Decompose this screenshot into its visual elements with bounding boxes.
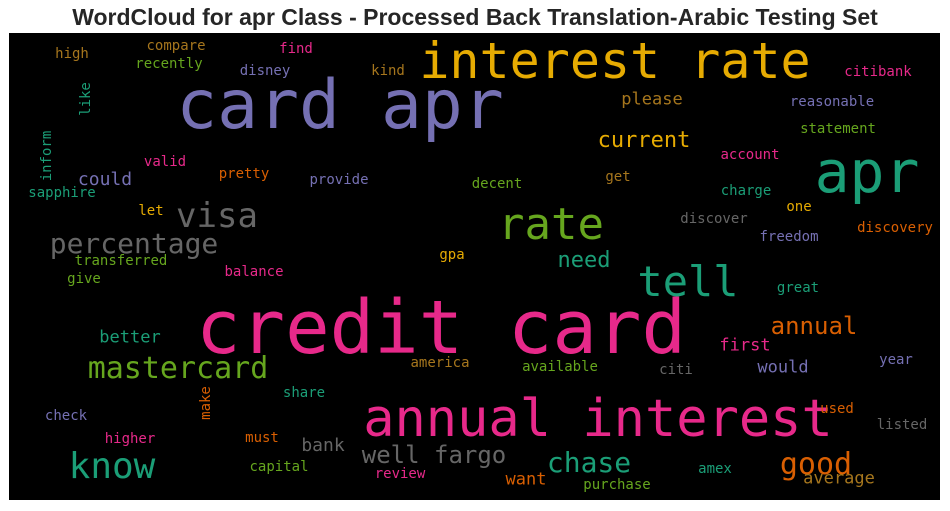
word-must: must <box>245 430 279 446</box>
word-amex: amex <box>698 461 732 477</box>
word-know: know <box>68 446 156 487</box>
word-good: good <box>779 447 853 482</box>
word-capital: capital <box>249 459 309 475</box>
word-current: current <box>597 128 691 153</box>
word-could: could <box>77 169 133 190</box>
word-well-fargo: well fargo <box>361 441 507 469</box>
word-find: find <box>279 41 313 57</box>
word-used: used <box>820 401 854 417</box>
word-purchase: purchase <box>583 477 651 493</box>
word-need: need <box>557 248 611 273</box>
word-available: available <box>522 359 598 375</box>
word-please: please <box>621 89 683 110</box>
word-discovery: discovery <box>857 220 933 236</box>
word-kind: kind <box>371 63 405 79</box>
word-share: share <box>282 385 326 401</box>
word-rate: rate <box>498 199 604 250</box>
word-disney: disney <box>239 63 291 79</box>
word-review: review <box>374 466 426 482</box>
word-account: account <box>720 147 780 163</box>
word-average: average <box>803 468 875 489</box>
word-want: want <box>505 469 547 490</box>
word-great: great <box>776 280 820 296</box>
word-cloud-canvas: credit card card apr annual interest intere… <box>9 33 940 500</box>
word-annual-interest: annual interest <box>363 389 833 449</box>
word-better: better <box>99 327 161 348</box>
word-reasonable: reasonable <box>789 94 875 110</box>
word-compare: compare <box>146 38 206 54</box>
word-card-apr: card apr <box>176 66 504 145</box>
chart-title: WordCloud for apr Class - Processed Back… <box>72 4 878 30</box>
word-recently: recently <box>135 56 203 72</box>
word-interest-rate: interest rate <box>419 33 811 90</box>
word-pretty: pretty <box>218 166 270 182</box>
word-valid: valid <box>143 154 187 170</box>
word-get: get <box>605 169 631 185</box>
word-first: first <box>719 335 771 356</box>
word-sapphire: sapphire <box>28 185 96 201</box>
word-discover: discover <box>680 211 748 227</box>
word-credit-card: credit card <box>195 285 687 371</box>
word-visa: visa <box>176 196 258 236</box>
word-percentage: percentage <box>49 227 219 260</box>
word-freedom: freedom <box>759 229 819 245</box>
word-mastercard: mastercard <box>87 351 269 386</box>
word-let: let <box>138 203 164 219</box>
word-one: one <box>786 199 812 215</box>
word-chase: chase <box>546 446 632 479</box>
word-would: would <box>757 357 809 378</box>
word-citi: citi <box>659 362 693 378</box>
word-tell: tell <box>637 257 739 306</box>
word-annual: annual <box>770 312 858 340</box>
word-statement: statement <box>800 121 876 137</box>
word-decent: decent <box>471 176 523 192</box>
word-provide: provide <box>309 172 369 188</box>
word-listed: listed <box>876 417 928 433</box>
word-give: give <box>67 271 101 287</box>
word-gpa: gpa <box>439 247 465 263</box>
word-apr: apr <box>814 138 920 206</box>
word-like: like <box>78 82 94 116</box>
word-america: america <box>410 355 470 371</box>
word-check: check <box>44 408 88 424</box>
word-bank: bank <box>301 435 345 456</box>
word-transferred: transferred <box>74 253 168 269</box>
word-balance: balance <box>224 264 284 280</box>
word-charge: charge <box>720 183 772 199</box>
word-high: high <box>55 46 89 62</box>
word-year: year <box>879 352 913 368</box>
word-citibank: citibank <box>844 64 912 80</box>
word-inform: inform <box>39 130 55 182</box>
word-make: make <box>198 386 214 420</box>
word-higher: higher <box>104 431 156 447</box>
